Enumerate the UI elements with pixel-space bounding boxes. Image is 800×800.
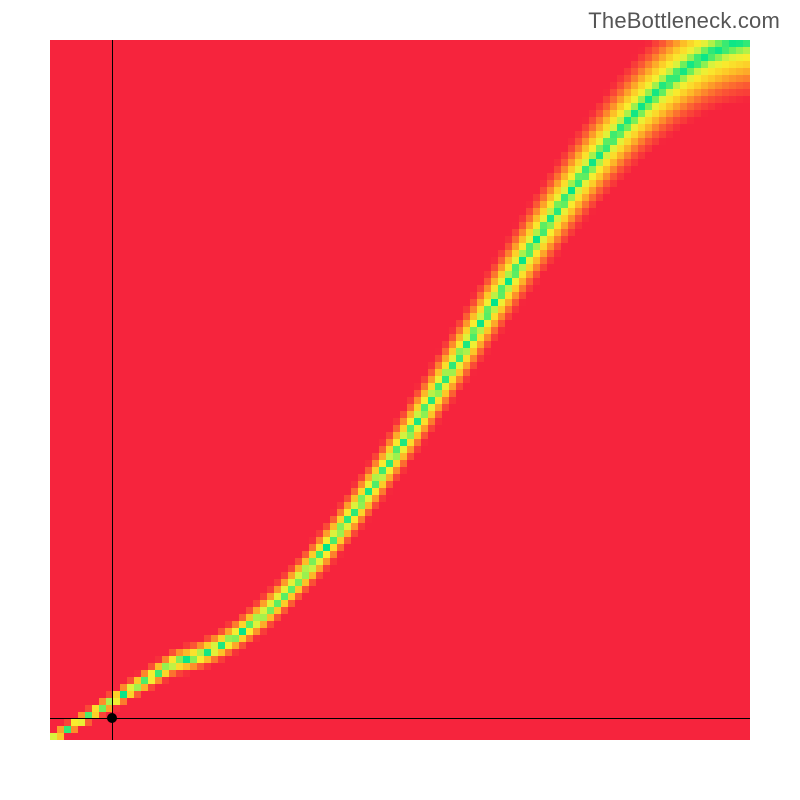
attribution-label: TheBottleneck.com <box>588 8 780 34</box>
selected-point-marker <box>107 713 117 723</box>
crosshair-vertical <box>112 40 113 740</box>
plot-area <box>50 40 750 740</box>
chart-container: TheBottleneck.com <box>0 0 800 800</box>
bottleneck-heatmap <box>50 40 750 740</box>
crosshair-horizontal <box>50 718 750 719</box>
